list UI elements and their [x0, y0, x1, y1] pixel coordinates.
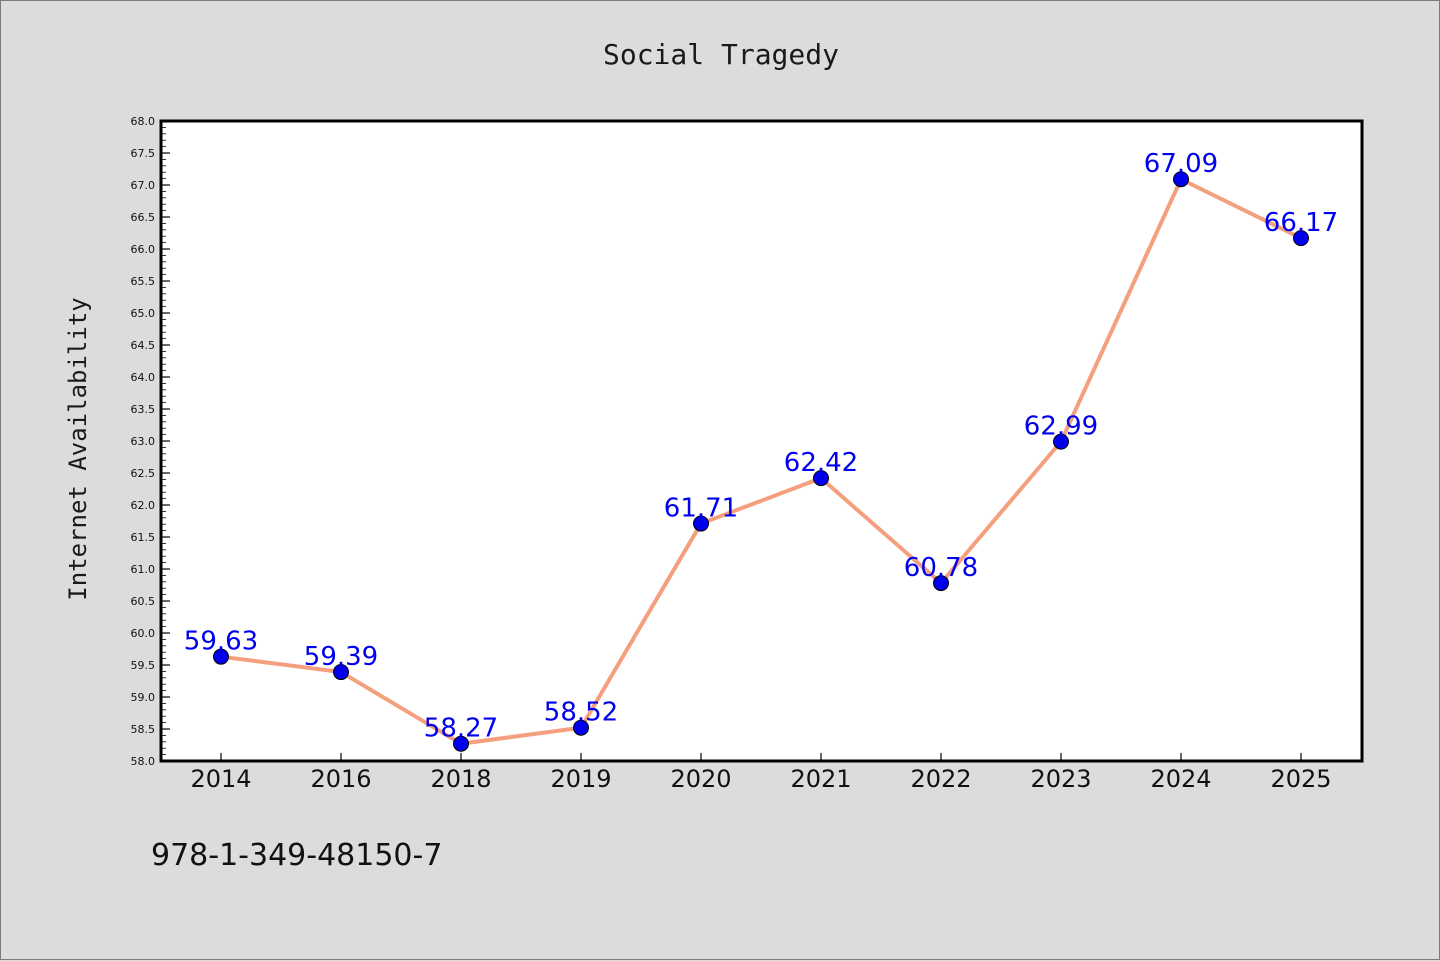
x-tick-label: 2023 — [1030, 765, 1091, 793]
y-axis-label: Internet Availability — [64, 297, 92, 600]
y-tick-label: 61.0 — [131, 563, 156, 576]
y-tick-label: 67.5 — [131, 147, 156, 160]
y-tick-label: 64.0 — [131, 371, 156, 384]
x-tick-label: 2020 — [670, 765, 731, 793]
plot-area — [161, 121, 1362, 761]
data-label: 59.39 — [304, 642, 378, 672]
y-tick-label: 60.5 — [131, 595, 156, 608]
data-point — [1293, 230, 1309, 247]
x-tick-label: 2014 — [190, 765, 251, 793]
data-label: 59.63 — [184, 627, 258, 657]
y-tick-label: 65.0 — [131, 307, 156, 320]
data-label: 58.52 — [544, 698, 618, 728]
data-label: 67.09 — [1144, 149, 1218, 179]
data-label: 66.17 — [1264, 208, 1338, 238]
data-point — [213, 648, 229, 665]
y-tick-label: 64.5 — [131, 339, 156, 352]
data-label: 62.42 — [784, 448, 858, 478]
x-axis: 2014 2016 2018 2019 2020 2021 2022 2023 2024 2025 — [190, 753, 1332, 793]
data-point — [933, 575, 949, 592]
chart-title: Social Tragedy — [603, 38, 839, 71]
data-point — [1173, 171, 1189, 188]
x-tick-label: 2022 — [910, 765, 971, 793]
x-tick-label: 2025 — [1270, 765, 1331, 793]
y-tick-label: 59.0 — [131, 691, 156, 704]
data-point — [1053, 433, 1069, 450]
series-layer — [213, 171, 1309, 752]
data-point — [453, 735, 469, 752]
y-tick-label: 62.5 — [131, 467, 156, 480]
y-tick-label: 58.0 — [131, 755, 156, 768]
data-point — [813, 470, 829, 487]
data-label: 61.71 — [664, 494, 738, 524]
isbn-text: 978-1-349-48150-7 — [151, 838, 442, 873]
data-label: 58.27 — [424, 714, 498, 744]
y-axis: 58.0 58.5 59.0 59.5 60.0 60.5 61.0 61.5 62.0 62.5… — [131, 115, 170, 768]
y-tick-label: 61.5 — [131, 531, 156, 544]
y-tick-label: 58.5 — [131, 723, 156, 736]
y-tick-label: 66.0 — [131, 243, 156, 256]
data-label: 62.99 — [1024, 412, 1098, 442]
y-tick-label: 66.5 — [131, 211, 156, 224]
series-line — [219, 177, 1303, 746]
x-tick-label: 2019 — [550, 765, 611, 793]
x-tick-label: 2024 — [1150, 765, 1211, 793]
y-tick-label: 67.0 — [131, 179, 156, 192]
data-point — [573, 719, 589, 736]
y-tick-label: 63.5 — [131, 403, 156, 416]
data-point — [333, 664, 349, 681]
y-tick-label: 68.0 — [131, 115, 156, 128]
data-labels: 59.63 59.39 58.27 58.52 61.71 62.42 60.78 62.99… — [184, 149, 1338, 743]
y-tick-label: 65.5 — [131, 275, 156, 288]
y-tick-label: 59.5 — [131, 659, 156, 672]
y-tick-label: 63.0 — [131, 435, 156, 448]
x-tick-label: 2016 — [310, 765, 371, 793]
y-tick-label: 60.0 — [131, 627, 156, 640]
data-point — [693, 515, 709, 532]
x-tick-label: 2018 — [430, 765, 491, 793]
plot-frame — [159, 119, 1364, 763]
x-tick-label: 2021 — [790, 765, 851, 793]
data-label: 60.78 — [904, 553, 978, 583]
y-tick-label: 62.0 — [131, 499, 156, 512]
